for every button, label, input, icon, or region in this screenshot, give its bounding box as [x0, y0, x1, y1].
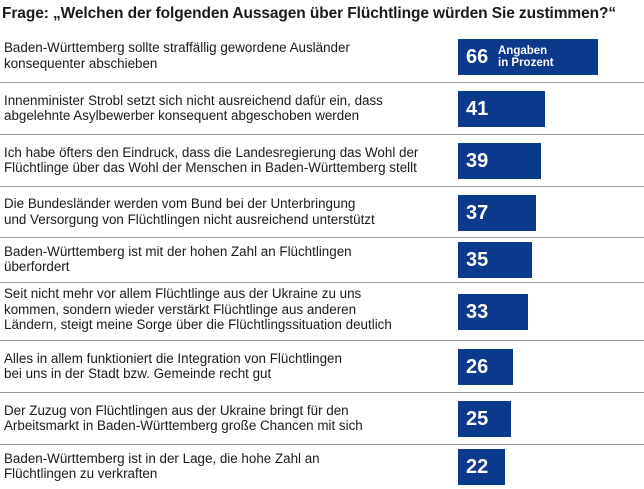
- unit-label-line: Angaben: [498, 45, 548, 57]
- unit-label: Angaben in Prozent: [498, 45, 554, 69]
- bar: 66 Angaben in Prozent: [458, 39, 598, 75]
- category-label: Ich habe öfters den Eindruck, dass die L…: [4, 145, 444, 176]
- row-separator: [0, 392, 644, 393]
- category-label-line: überfordert: [4, 259, 70, 274]
- bar-value-label: 39: [466, 150, 489, 172]
- category-label-line: Seit nicht mehr vor allem Flüchtlinge au…: [4, 286, 362, 301]
- chart-row: Ich habe öfters den Eindruck, dass die L…: [0, 135, 644, 187]
- bar-value-label: 66: [466, 46, 489, 68]
- category-label: Alles in allem funktioniert die Integrat…: [4, 351, 444, 382]
- bar: 25: [458, 401, 511, 437]
- row-separator: [0, 134, 644, 135]
- category-label-line: konsequenter abschieben: [4, 55, 158, 71]
- category-label-line: abgelehnte Asylbewerber konsequent abges…: [4, 108, 360, 123]
- bar: 39: [458, 143, 541, 179]
- chart-row: Baden-Württemberg ist mit der hohen Zahl…: [0, 238, 644, 282]
- bar: 35: [458, 242, 532, 278]
- category-label-line: Baden-Württemberg ist in der Lage, die h…: [4, 450, 320, 466]
- bar: 26: [458, 349, 513, 385]
- category-label-line: bei uns in der Stadt bzw. Gemeinde recht…: [4, 366, 272, 381]
- category-label-line: Baden-Württemberg sollte straffällig gew…: [4, 40, 350, 55]
- category-label-line: Ländern, steigt meine Sorge über die Flü…: [4, 317, 392, 332]
- bar-value-label: 41: [466, 98, 489, 120]
- category-label-line: Flüchtlinge über das Wohl der Menschen i…: [4, 160, 417, 175]
- row-separator: [0, 82, 644, 83]
- chart-row: Die Bundesländer werden vom Bund bei der…: [0, 187, 644, 238]
- category-label-line: Innenminister Strobl setzt sich nicht au…: [4, 92, 383, 108]
- row-separator: [0, 444, 644, 445]
- bar-value-label: 22: [466, 456, 489, 478]
- bar-value-label: 33: [466, 301, 489, 323]
- bar: 41: [458, 91, 545, 127]
- chart-row: Der Zuzug von Flüchtlingen aus der Ukrai…: [0, 393, 644, 445]
- chart-row: Innenminister Strobl setzt sich nicht au…: [0, 83, 644, 135]
- bar-value-label: 37: [466, 202, 489, 224]
- chart-title: Frage: „Welchen der folgenden Aussagen ü…: [2, 5, 617, 22]
- chart-row: Alles in allem funktioniert die Integrat…: [0, 341, 644, 393]
- category-label-line: Ich habe öfters den Eindruck, dass die L…: [4, 144, 419, 160]
- row-separator: [0, 186, 644, 187]
- bar-value-label: 25: [466, 408, 489, 430]
- category-label: Die Bundesländer werden vom Bund bei der…: [4, 196, 444, 227]
- chart-row: Baden-Württemberg sollte straffällig gew…: [0, 30, 644, 83]
- category-label-line: Der Zuzug von Flüchtlingen aus der Ukrai…: [4, 402, 349, 418]
- bar-value-label: 35: [466, 249, 489, 271]
- category-label: Baden-Württemberg ist in der Lage, die h…: [4, 451, 444, 482]
- category-label: Innenminister Strobl setzt sich nicht au…: [4, 93, 444, 124]
- category-label-line: kommen, sondern wieder verstärkt Flüchtl…: [4, 301, 357, 317]
- row-separator: [0, 340, 644, 341]
- category-label-line: Die Bundesländer werden vom Bund bei der…: [4, 196, 356, 211]
- unit-label-line: in Prozent: [498, 57, 554, 69]
- bar-value-label: 26: [466, 356, 489, 378]
- chart-row: Baden-Württemberg ist in der Lage, die h…: [0, 445, 644, 489]
- bar: 33: [458, 294, 528, 330]
- category-label-line: Baden-Württemberg ist mit der hohen Zahl…: [4, 243, 352, 259]
- row-separator: [0, 282, 644, 283]
- category-label-line: Arbeitsmarkt in Baden-Württemberg große …: [4, 418, 363, 433]
- chart-row: Seit nicht mehr vor allem Flüchtlinge au…: [0, 282, 644, 341]
- category-label-line: Flüchtlingen zu verkraften: [4, 466, 158, 481]
- category-label: Baden-Württemberg ist mit der hohen Zahl…: [4, 244, 444, 275]
- bar: 22: [458, 449, 505, 485]
- category-label: Der Zuzug von Flüchtlingen aus der Ukrai…: [4, 403, 444, 434]
- bar: 37: [458, 195, 536, 231]
- category-label-line: und Versorgung von Flüchtlingen nicht au…: [4, 211, 375, 227]
- category-label: Baden-Württemberg sollte straffällig gew…: [4, 40, 444, 71]
- category-label-line: Alles in allem funktioniert die Integrat…: [4, 350, 342, 366]
- row-separator: [0, 237, 644, 238]
- category-label: Seit nicht mehr vor allem Flüchtlinge au…: [4, 286, 444, 333]
